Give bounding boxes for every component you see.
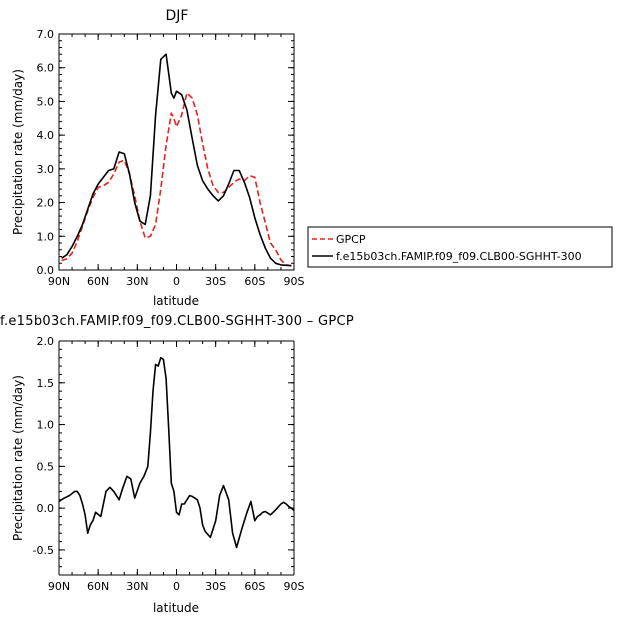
- x-tick-label: 30N: [126, 275, 148, 288]
- legend-label-model: f.e15b03ch.FAMIP.f09_f09.CLB00-SGHHT-300: [336, 250, 582, 263]
- plot-frame: [58, 33, 295, 271]
- x-axis-label: latitude: [153, 294, 199, 308]
- legend-label-gpcp: GPCP: [336, 233, 366, 246]
- chart-title: DJF: [166, 8, 189, 24]
- series-group: [61, 53, 292, 267]
- series-line-0: [58, 356, 295, 549]
- x-tick-label: 60S: [244, 580, 265, 593]
- x-tick-label: 30N: [126, 580, 148, 593]
- x-tick-label: 0: [173, 275, 180, 288]
- y-tick-label: 2.0: [37, 197, 55, 210]
- bottom-panel: f.e15b03ch.FAMIP.f09_f09.CLB00-SGHHT-300…: [0, 314, 354, 615]
- y-tick-label: 3.0: [37, 163, 55, 176]
- x-tick-label: 30S: [205, 580, 226, 593]
- series-group: [58, 356, 295, 549]
- tick-group: -0.5 0.0 0.5 1.0 1.5 2.0 90N 60N 30N 0 30S 60S 90S: [33, 335, 305, 593]
- y-axis-label: Precipitation rate (mm/day): [11, 375, 25, 541]
- x-tick-label: 90N: [48, 275, 70, 288]
- x-tick-label: 90S: [284, 580, 305, 593]
- legend: GPCP f.e15b03ch.FAMIP.f09_f09.CLB00-SGHH…: [307, 226, 613, 268]
- y-axis-label: Precipitation rate (mm/day): [11, 69, 25, 235]
- x-tick-label: 60N: [87, 275, 109, 288]
- x-axis-label: latitude: [153, 601, 199, 615]
- y-tick-label: 1.0: [37, 230, 55, 243]
- y-tick-label: 0.0: [37, 264, 55, 277]
- y-tick-label: 0.5: [37, 460, 55, 473]
- legend-box: [307, 226, 613, 268]
- y-tick-label: 0.0: [37, 502, 55, 515]
- y-tick-label: 4.0: [37, 129, 55, 142]
- y-tick-label: 7.0: [37, 28, 55, 41]
- y-tick-label: 5.0: [37, 95, 55, 108]
- x-tick-label: 90N: [48, 580, 70, 593]
- difference-title: f.e15b03ch.FAMIP.f09_f09.CLB00-SGHHT-300…: [0, 314, 354, 329]
- x-tick-label: 90S: [284, 275, 305, 288]
- y-tick-label: 6.0: [37, 62, 55, 75]
- series-line-1: [61, 53, 292, 267]
- y-tick-label: 2.0: [37, 335, 55, 348]
- series-line-0: [61, 92, 292, 267]
- tick-group: 0.0 1.0 2.0 3.0 4.0 5.0 6.0 7.0 90N 60N 30N 0 30S 60S…: [37, 28, 305, 288]
- y-tick-label: 1.0: [37, 419, 55, 432]
- x-tick-label: 30S: [205, 275, 226, 288]
- x-tick-label: 0: [173, 580, 180, 593]
- y-tick-label: 1.5: [37, 377, 55, 390]
- top-panel: DJF latitude Precipitation rate (mm/day)…: [11, 8, 305, 308]
- x-tick-label: 60S: [244, 275, 265, 288]
- x-tick-label: 60N: [87, 580, 109, 593]
- y-tick-label: -0.5: [33, 544, 54, 557]
